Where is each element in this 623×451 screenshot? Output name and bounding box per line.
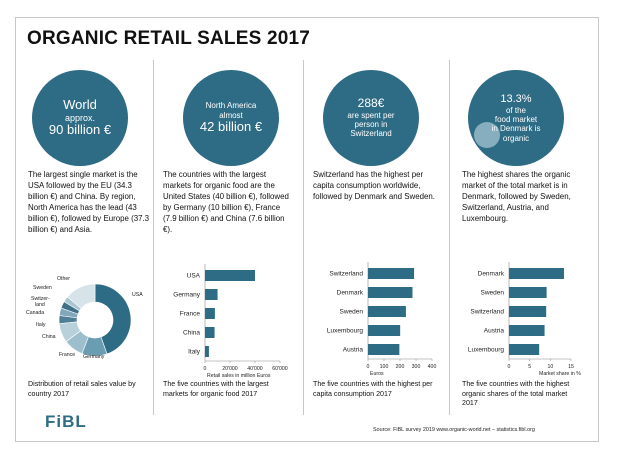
bar-luxembourg bbox=[509, 344, 540, 355]
chart-caption: The five countries with the highest orga… bbox=[462, 380, 570, 408]
pie-label: China bbox=[42, 334, 56, 340]
bar-switzerland bbox=[368, 268, 415, 279]
column-divider bbox=[449, 60, 450, 415]
pie-label: France bbox=[59, 352, 75, 358]
bubble-dk-line: food market bbox=[494, 115, 538, 125]
category-label: Austria bbox=[484, 328, 505, 335]
bubble-na-line: almost bbox=[219, 110, 243, 120]
x-axis-label: Retail sales in million Euros bbox=[207, 373, 271, 379]
pie-chart-distribution: USA Germany France China Italy Canada Switzer-… bbox=[26, 276, 143, 360]
column-divider bbox=[303, 60, 304, 415]
pie-label: Germany bbox=[83, 354, 105, 360]
x-tick-label: 0 bbox=[508, 364, 511, 370]
category-label: Germany bbox=[173, 292, 200, 299]
bubble-ch-line: Switzerland bbox=[350, 129, 392, 139]
bubble-dk-line: organic bbox=[502, 133, 530, 143]
bubble-dk-line: in Denmark is bbox=[491, 124, 541, 134]
x-tick-label: 15 bbox=[568, 364, 574, 370]
pie-label: Canada bbox=[26, 310, 44, 316]
bar-chart-per-capita: Switzerland Denmark Sweden Luxembourg Austri… bbox=[327, 262, 437, 377]
column-divider bbox=[153, 60, 154, 415]
pie-slice-other bbox=[66, 283, 96, 309]
category-label: Switzerland bbox=[329, 271, 363, 278]
bubble-dk-line: 13.3% bbox=[500, 93, 532, 106]
panel-description: The highest shares the organic market of… bbox=[462, 170, 571, 223]
pie-label: land bbox=[35, 302, 45, 308]
pie-slice-usa bbox=[94, 283, 132, 355]
x-tick-label: 200 bbox=[396, 364, 405, 370]
bubble-denmark: 13.3% of the food market in Denmark is o… bbox=[468, 70, 564, 166]
source-note: Source: FiBL survey 2019 www.organic-wor… bbox=[373, 427, 535, 433]
bar-sweden bbox=[509, 287, 547, 298]
bubble-ch-line: 288€ bbox=[357, 96, 385, 111]
pie-label: Italy bbox=[36, 322, 46, 328]
category-label: Austria bbox=[343, 347, 364, 354]
bar-luxembourg bbox=[368, 325, 401, 336]
pie-label: Sweden bbox=[33, 285, 52, 291]
bubble-ch-line: are spent per bbox=[347, 111, 395, 121]
chart-caption: Distribution of retail sales value by co… bbox=[28, 380, 136, 398]
fibl-logo: FiBL bbox=[45, 412, 87, 431]
panel-description: The countries with the largest markets f… bbox=[163, 170, 289, 234]
page-title: ORGANIC RETAIL SALES 2017 bbox=[27, 28, 311, 49]
bar-austria bbox=[368, 344, 400, 355]
x-axis-label: Market share in % bbox=[539, 371, 581, 377]
x-tick-label: 400 bbox=[428, 364, 437, 370]
bubble-dk-line: of the bbox=[505, 105, 526, 115]
bubble-ch-line: person in bbox=[354, 120, 388, 130]
category-label: France bbox=[180, 311, 201, 318]
category-label: Sweden bbox=[481, 290, 505, 297]
bubble-world-line: approx. bbox=[64, 112, 96, 123]
bar-usa bbox=[205, 270, 256, 281]
x-tick-label: 0 bbox=[204, 366, 207, 372]
bar-switzerland bbox=[509, 306, 547, 317]
x-tick-label: 100 bbox=[380, 364, 389, 370]
category-label: China bbox=[183, 330, 200, 337]
bar-denmark bbox=[368, 287, 413, 298]
x-tick-label: 300 bbox=[412, 364, 421, 370]
chart-caption: The five countries with the largest mark… bbox=[163, 380, 269, 398]
x-tick-label: 5 bbox=[528, 364, 531, 370]
panel-description: The largest single market is the USA fol… bbox=[28, 170, 150, 234]
category-label: Denmark bbox=[337, 290, 364, 297]
bubble-north-america: North America almost 42 billion € bbox=[183, 70, 279, 166]
bar-sweden bbox=[368, 306, 406, 317]
bar-france bbox=[205, 308, 215, 319]
pie-label: Other bbox=[57, 276, 70, 282]
bubble-world-line: World bbox=[63, 96, 97, 112]
bar-italy bbox=[205, 346, 209, 357]
category-label: Sweden bbox=[340, 309, 364, 316]
category-label: Luxembourg bbox=[327, 328, 364, 335]
x-tick-label: 10 bbox=[547, 364, 553, 370]
x-axis-label: Euros bbox=[370, 371, 384, 377]
x-tick-label: 20'000 bbox=[222, 366, 238, 372]
bubble-na-line: 42 billion € bbox=[199, 118, 263, 134]
x-tick-label: 0 bbox=[367, 364, 370, 370]
bar-denmark bbox=[509, 268, 564, 279]
category-label: Switzerland bbox=[470, 309, 504, 316]
category-label: Denmark bbox=[478, 271, 505, 278]
bubble-world: World approx. 90 billion € bbox=[32, 70, 128, 166]
bar-chart-largest-markets: USA Germany France China Italy 0 20'000 40'000 6… bbox=[173, 264, 288, 379]
category-label: USA bbox=[187, 273, 201, 280]
bar-china bbox=[205, 327, 215, 338]
panel-description: Switzerland has the highest per capita c… bbox=[313, 170, 435, 201]
bar-chart-market-share: Denmark Sweden Switzerland Austria Luxembour… bbox=[468, 262, 581, 377]
bubble-highlight-dot bbox=[474, 122, 500, 148]
bubble-na-line: North America bbox=[205, 101, 257, 111]
pie-label: USA bbox=[132, 292, 143, 298]
category-label: Luxembourg bbox=[468, 347, 505, 354]
bar-austria bbox=[509, 325, 545, 336]
x-tick-label: 40'000 bbox=[247, 366, 263, 372]
bubble-world-line: 90 billion € bbox=[48, 122, 112, 138]
chart-caption: The five countries with the highest per … bbox=[313, 380, 433, 398]
category-label: Italy bbox=[188, 349, 201, 356]
bubble-switzerland: 288€ are spent per person in Switzerland bbox=[323, 70, 419, 166]
x-tick-label: 60'000 bbox=[272, 366, 288, 372]
bar-germany bbox=[205, 289, 218, 300]
pie-label: Switzer- bbox=[31, 296, 50, 302]
